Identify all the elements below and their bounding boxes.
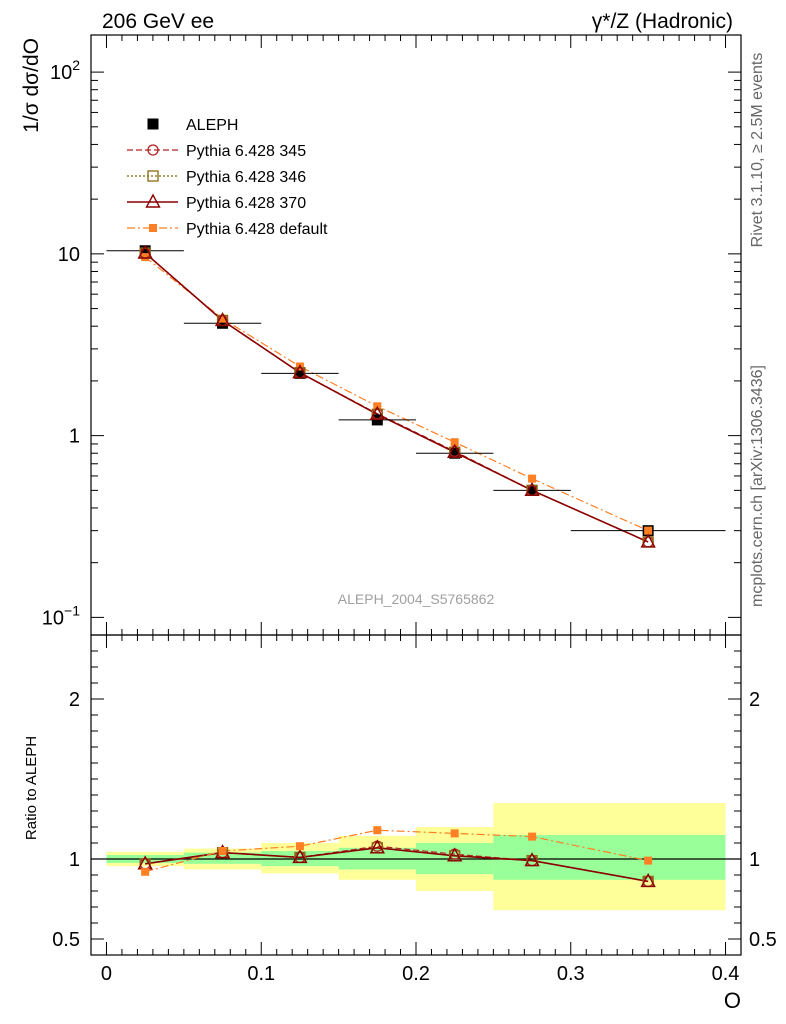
ratio-point-pdefault [295, 842, 304, 851]
ratio-panel: 2 2 1 1 0.5 0.5 0 0.1 0.2 0.3 0.4 Ratio to ALEPH O [23, 634, 777, 1013]
ratio-y-tick-label: 1 [69, 849, 80, 871]
main-y-axis-label: 1/σ dσ/dO [20, 38, 43, 133]
ratio-point-p370 [369, 839, 385, 854]
ratio-y-tick-label-right: 1 [749, 849, 760, 871]
series-point-p370 [214, 312, 231, 327]
data-point [217, 317, 229, 329]
legend-marker-p345 [147, 144, 159, 156]
legend-marker-data [147, 118, 159, 130]
series-point-p370 [369, 405, 385, 421]
main-panel: 102 10 1 10−1 1/σ dσ/dO ALEPH_2004_S5765862… [20, 34, 742, 636]
data-point [139, 245, 151, 257]
rivet-label: Rivet 3.1.10, ≥ 2.5M events [749, 53, 766, 248]
legend-marker-p346 [147, 170, 159, 182]
series-point-p370 [292, 364, 308, 379]
x-tick-label: 0.3 [557, 963, 585, 985]
x-tick-label: 0.4 [712, 963, 740, 985]
series-point-p370 [447, 443, 463, 458]
ratio-point-pdefault [528, 832, 537, 841]
ratio-y-tick-label: 2 [69, 689, 80, 711]
series-point-pdefault [141, 253, 150, 262]
ratio-y-tick-label-right: 0.5 [749, 929, 777, 951]
series-point-p370 [524, 481, 540, 497]
series-point-pdefault [450, 438, 459, 447]
ratio-point-pdefault [644, 856, 653, 865]
series-point-p370 [137, 244, 153, 259]
series-point-p370 [640, 533, 656, 548]
ratio-point-p370 [447, 847, 463, 862]
x-tick-label: 0 [101, 963, 112, 985]
ratio-point-p370 [524, 852, 540, 867]
legend-label-data: ALEPH [186, 117, 238, 134]
legend-marker-pdefault [149, 224, 157, 232]
main-y-tick-label: 1 [69, 426, 80, 448]
ratio-y-tick-label-right: 2 [749, 689, 760, 711]
ratio-y-axis-label: Ratio to ALEPH [23, 736, 40, 840]
series-point-pdefault [644, 526, 653, 535]
legend-label-p345: Pythia 6.428 345 [186, 143, 306, 160]
header-right-title: γ*/Z (Hadronic) [592, 10, 733, 33]
main-y-tick-label: 10−1 [42, 602, 80, 629]
series-line-p370 [144, 252, 649, 543]
ratio-point-pdefault [373, 826, 382, 835]
series-line-p345 [144, 252, 649, 543]
header-left-title: 206 GeV ee [102, 10, 214, 33]
x-tick-label: 0.1 [247, 963, 275, 985]
mcplots-label: mcplots.cern.ch [arXiv:1306.3436] [749, 365, 766, 607]
series-point-pdefault [528, 474, 537, 483]
x-axis-label: O [724, 988, 741, 1013]
legend: ALEPH Pythia 6.428 345 Pythia 6.428 346 Pyt… [127, 117, 328, 238]
ratio-y-tick-label: 0.5 [52, 929, 80, 951]
ratio-point-p370 [292, 848, 308, 864]
legend-marker-p370 [145, 193, 161, 208]
ratio-band-inner [493, 835, 726, 880]
data-point [526, 484, 538, 496]
data-point [294, 367, 306, 379]
series-line-pdefault [144, 256, 649, 532]
ratio-point-p370 [640, 872, 656, 888]
legend-label-p346: Pythia 6.428 346 [186, 169, 306, 186]
ratio-point-pdefault [450, 829, 459, 838]
series-point-pdefault [218, 314, 227, 323]
main-y-tick-label: 102 [50, 57, 80, 84]
data-point [449, 447, 461, 459]
ratio-point-pdefault [141, 867, 150, 876]
legend-label-pdefault: Pythia 6.428 default [186, 221, 328, 238]
ratio-point-pdefault [218, 847, 227, 855]
legend-label-p370: Pythia 6.428 370 [186, 195, 306, 212]
main-y-tick-label: 10 [58, 244, 80, 266]
x-tick-label: 0.2 [402, 963, 430, 985]
series-line-p346 [144, 252, 649, 543]
analysis-label: ALEPH_2004_S5765862 [338, 591, 495, 607]
